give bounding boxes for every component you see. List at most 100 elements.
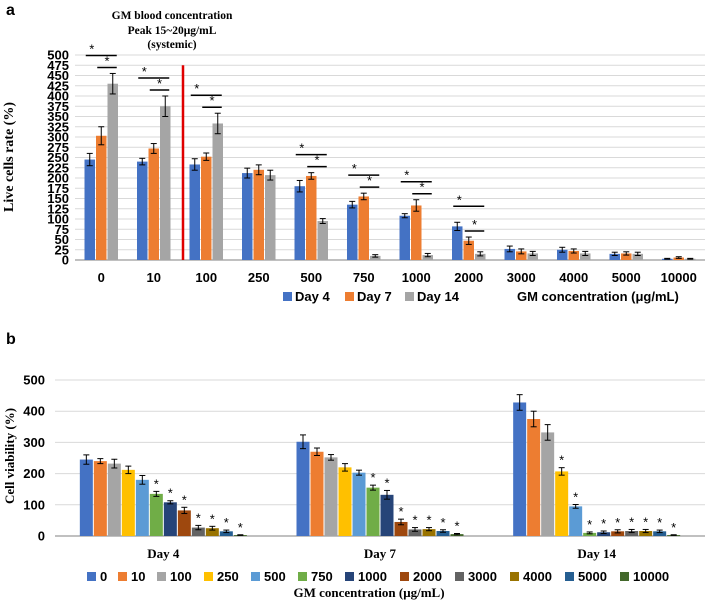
sig-star-long-750: *	[352, 161, 357, 176]
sig-star-long-100: *	[194, 81, 199, 96]
bar-a-day-7-2000	[463, 240, 474, 260]
panel-a-y-tick-50: 50	[55, 232, 69, 247]
panel-a-y-tick-125: 125	[47, 201, 69, 216]
panel-a-x-axis: 0 10 100 250 500 750 1000 2000 3000 4000 5000 10000	[98, 270, 697, 285]
sig-star-short-750: *	[367, 173, 372, 188]
bar-a-day-7-0	[96, 135, 107, 260]
sig-star-b-day-14-2000: *	[615, 515, 620, 530]
sig-star-long-1000: *	[404, 168, 409, 183]
sig-star-b-day-7-4000: *	[426, 513, 431, 528]
panel-b-x-tick-day-4: Day 4	[147, 546, 180, 561]
sig-star-short-500: *	[314, 153, 319, 168]
panel-b-y-tick-100: 100	[23, 497, 45, 512]
panel-a-x-tick-1000: 1000	[402, 270, 431, 285]
bar-a-day-7-250	[253, 169, 264, 260]
panel-a-x-axis-title: GM concentration (μg/mL)	[517, 289, 679, 304]
bar-b-day-7-500	[352, 472, 366, 536]
panel-a-y-tick-75: 75	[55, 222, 69, 237]
bar-a-day-14-4000	[580, 253, 591, 260]
panel-b-bars: * * * * * * * * * * * * * * * * * * * * * * *	[79, 394, 681, 536]
panel-a-y-tick-175: 175	[47, 181, 69, 196]
legend-swatch-100	[157, 572, 166, 581]
panel-a-legend: Day 4 Day 7 Day 14	[283, 289, 460, 304]
bar-a-day-7-3000	[516, 251, 527, 260]
bar-a-day-14-500	[317, 221, 328, 260]
panel-a-y-tick-225: 225	[47, 160, 69, 175]
legend-swatch-5000	[565, 572, 574, 581]
panel-a-y-tick-150: 150	[47, 191, 69, 206]
sig-star-b-day-4-4000: *	[210, 511, 215, 526]
legend-label-4000: 4000	[523, 569, 552, 584]
legend-swatch-day-14	[405, 292, 414, 301]
panel-a-x-tick-100: 100	[195, 270, 217, 285]
sig-star-b-day-14-5000: *	[657, 515, 662, 530]
legend-swatch-250	[204, 572, 213, 581]
bar-b-day-14-100	[541, 432, 555, 536]
panel-a-y-tick-300: 300	[47, 130, 69, 145]
panel-b-label: b	[6, 331, 16, 348]
sig-star-b-day-4-2000: *	[182, 492, 187, 507]
panel-a-x-tick-0: 0	[98, 270, 105, 285]
panel-a-x-tick-4000: 4000	[559, 270, 588, 285]
sig-star-b-day-4-10000: *	[238, 520, 243, 535]
panel-a-y-tick-425: 425	[47, 78, 69, 93]
bar-a-day-14-2000	[475, 253, 486, 260]
legend-label-0: 0	[100, 569, 107, 584]
bar-a-day-4-750	[347, 204, 358, 260]
panel-b-x-axis-title: GM concentration (μg/mL)	[293, 585, 444, 600]
bar-b-day-4-3000	[191, 527, 205, 536]
sig-star-b-day-14-1000: *	[601, 516, 606, 531]
bar-b-day-7-250	[338, 467, 352, 536]
panel-a-y-axis-title: Live cells rate (%)	[2, 102, 17, 212]
bar-b-day-14-3000	[625, 531, 639, 536]
legend-label-100: 100	[170, 569, 192, 584]
bar-b-day-7-2000	[394, 521, 408, 536]
bar-b-day-14-2000	[611, 531, 625, 536]
panel-b-x-tick-day-7: Day 7	[364, 546, 397, 561]
sig-star-b-day-4-5000: *	[224, 515, 229, 530]
panel-a-y-tick-400: 400	[47, 89, 69, 104]
bar-b-day-7-10	[310, 451, 324, 536]
bar-b-day-14-1000	[597, 532, 611, 536]
legend-label-day-7: Day 7	[357, 289, 392, 304]
bar-a-day-7-5000	[621, 253, 632, 260]
panel-a-label: a	[6, 2, 15, 19]
legend-label-3000: 3000	[468, 569, 497, 584]
bar-b-day-7-1000	[380, 494, 394, 536]
panel-a-y-tick-325: 325	[47, 119, 69, 134]
panel-a-annotation-line-1: GM blood concentration	[112, 10, 233, 22]
sig-star-short-100: *	[209, 93, 214, 108]
bar-b-day-4-750	[149, 493, 163, 536]
sig-star-b-day-14-500: *	[573, 489, 578, 504]
bar-a-day-7-100	[201, 156, 212, 260]
panel-a-x-tick-3000: 3000	[507, 270, 536, 285]
bar-a-day-14-250	[265, 175, 276, 260]
sig-star-b-day-14-250: *	[559, 453, 564, 468]
sig-star-b-day-14-750: *	[587, 517, 592, 532]
bar-a-day-4-10	[137, 161, 148, 260]
bar-a-day-4-250	[242, 173, 253, 260]
bar-b-day-7-4000	[422, 529, 436, 536]
panel-a-y-axis: 0255075100125150175200225250275300325350…	[47, 48, 705, 268]
panel-a-x-tick-5000: 5000	[612, 270, 641, 285]
panel-a-y-tick-450: 450	[47, 68, 69, 83]
panel-b-y-axis-title: Cell viability (%)	[2, 408, 17, 504]
bar-a-day-4-2000	[452, 226, 463, 260]
sig-star-b-day-14-4000: *	[643, 514, 648, 529]
legend-swatch-4000	[510, 572, 519, 581]
sig-star-b-day-7-750: *	[370, 470, 375, 485]
legend-swatch-day-4	[283, 292, 292, 301]
panel-b-y-tick-300: 300	[23, 435, 45, 450]
panel-a-chart: a GM blood concentration Peak 15~20μg/mL…	[2, 2, 705, 304]
legend-label-day-14: Day 14	[417, 289, 460, 304]
bar-a-day-7-10	[148, 148, 159, 260]
panel-b-y-tick-0: 0	[38, 529, 45, 544]
legend-swatch-750	[298, 572, 307, 581]
panel-a-y-tick-0: 0	[62, 253, 69, 268]
sig-star-b-day-4-750: *	[154, 476, 159, 491]
panel-a-y-tick-475: 475	[47, 58, 69, 73]
legend-swatch-3000	[455, 572, 464, 581]
legend-swatch-10	[118, 572, 127, 581]
